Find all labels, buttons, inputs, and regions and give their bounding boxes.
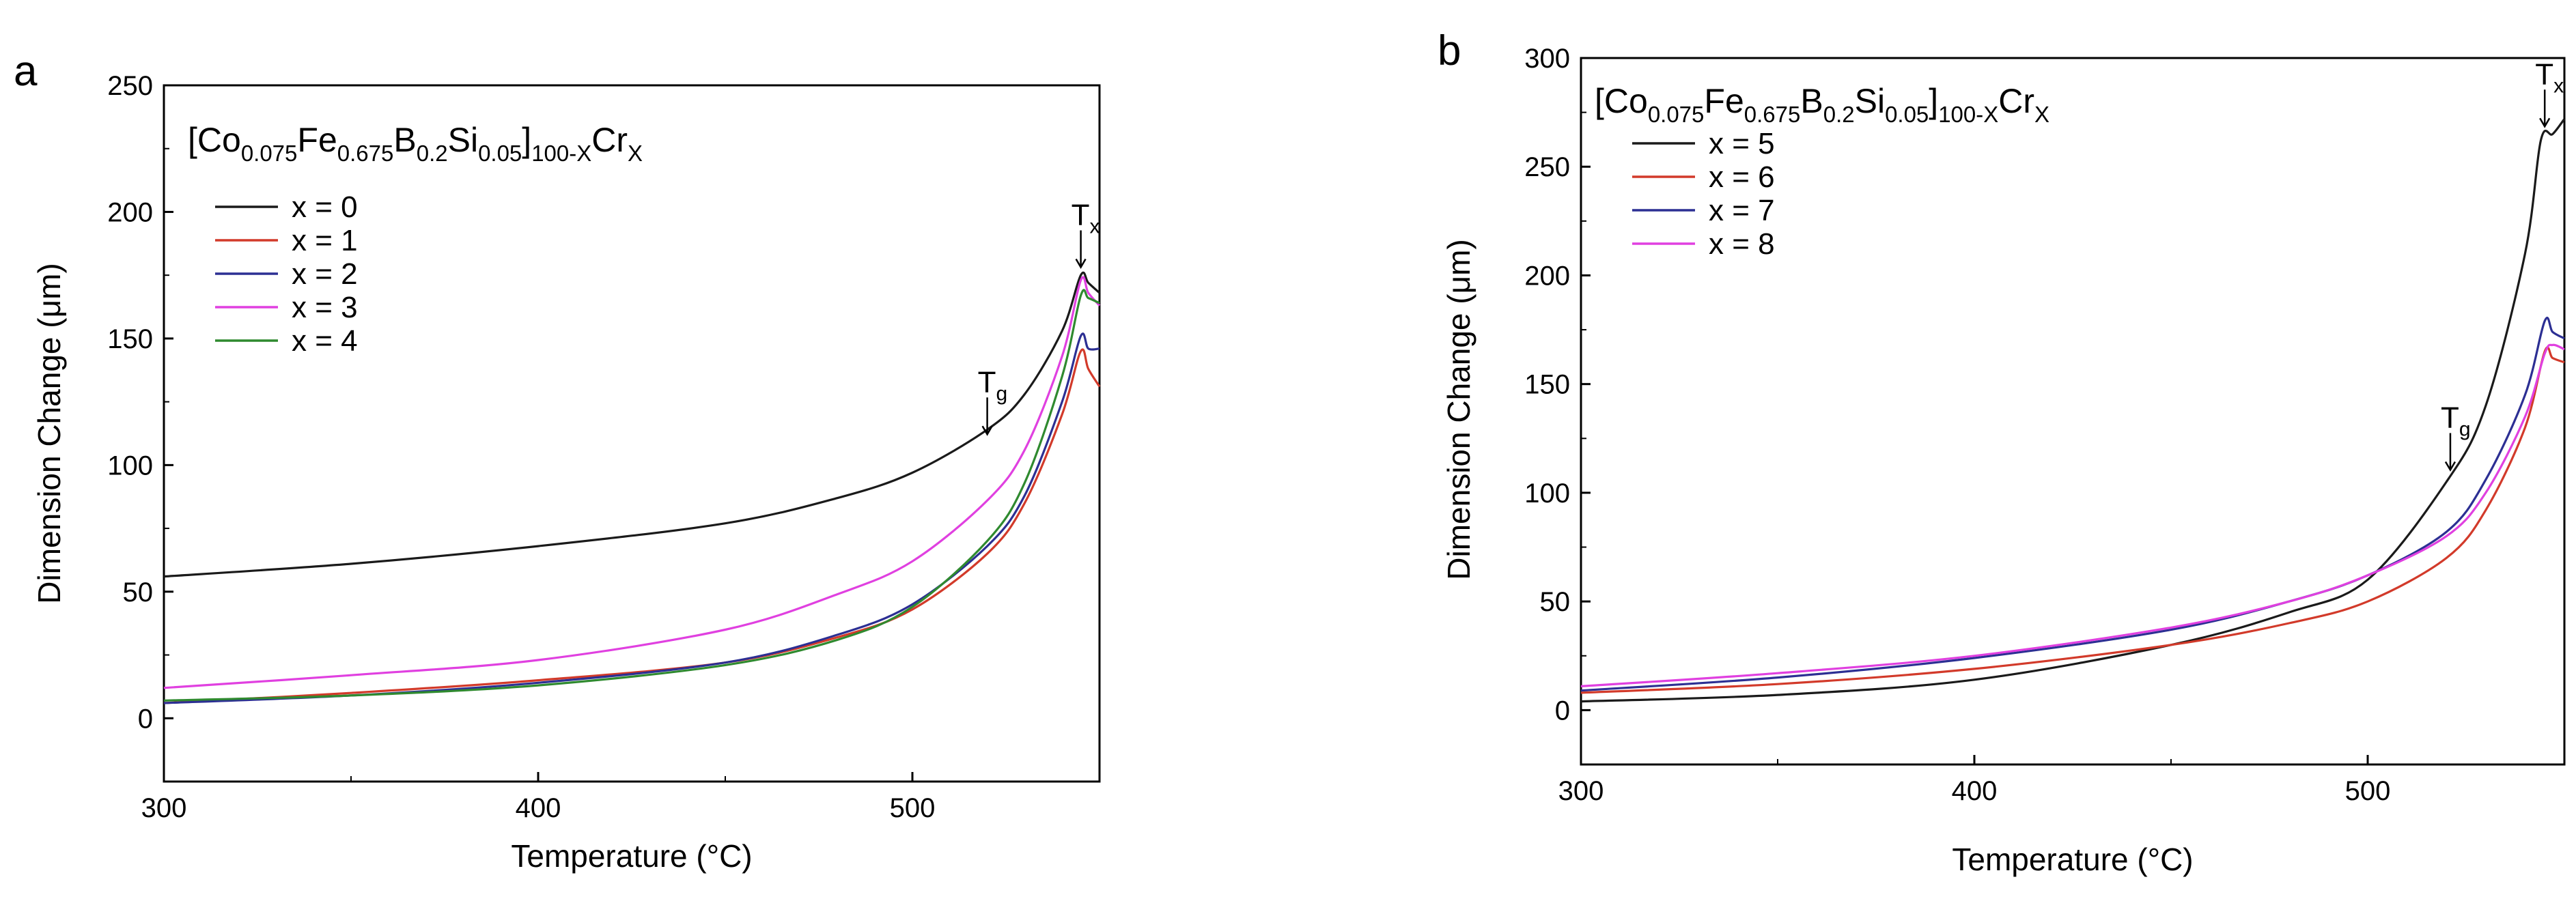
y-tick-label: 0 [1555,696,1570,726]
x-tick-label: 300 [1558,776,1604,806]
legend-b: x = 5x = 6x = 7x = 8 [1632,127,1775,261]
legend-label: x = 1 [292,224,358,257]
annotation-main: T [2441,401,2459,434]
formula-part: ] [1929,82,1938,120]
formula-part: Fe [1704,82,1744,120]
annotation-label: Tg [2441,401,2471,440]
formula-part: ] [522,121,531,159]
arrow-head-icon [981,425,993,436]
x-tick-label: 400 [1952,776,1998,806]
y-tick-label: 0 [138,704,153,734]
formula-part: Fe [297,121,337,159]
formula-subscript: 100-X [1938,102,1998,127]
x-axis-label-a: Temperature (°C) [511,838,752,874]
annotation-sub: x [1089,215,1100,238]
y-axis-label-b: Dimension Change (μm) [1441,239,1476,580]
y-tick-label: 200 [1524,261,1570,291]
y-axis-b: 0 50 100 150 200 250 300 [1524,44,1591,726]
formula-part: Cr [1998,82,2034,120]
chart-panel-a: a 300 400 500 0 50 100 150 200 250 Temperature … [14,48,1101,874]
arrow-head-icon [2539,117,2551,128]
formula-part: B [1800,82,1823,120]
y-tick-label: 100 [1524,478,1570,509]
annotation-main: T [2535,57,2553,91]
annotation-label: Tx [2535,57,2564,97]
series-group-a [163,271,1101,704]
y-axis-label-a: Dimension Change (μm) [31,263,67,603]
x-tick-label: 400 [516,793,561,823]
series-line-a-3 [163,276,1101,689]
formula-subscript: 0.05 [478,141,522,166]
formula-part: [Co [1595,82,1648,120]
composition-formula-a: [Co0.075Fe0.675B0.2Si0.05]100-XCrX [188,121,643,166]
panel-label-a: a [14,48,38,95]
series-line-a-0 [163,271,1101,578]
annotation-label: Tg [978,365,1008,405]
legend-label: x = 5 [1709,127,1775,160]
annotation-label: Tx [1072,198,1100,238]
annotation-main: T [1072,198,1090,231]
y-tick-label: 100 [107,450,153,481]
legend-label: x = 0 [292,190,358,224]
legend-label: x = 7 [1709,194,1775,227]
formula-subscript: 0.675 [337,141,394,166]
formula-subscript: 100-X [531,141,591,166]
series-line-a-4 [163,289,1100,702]
formula-subscript: 0.075 [241,141,298,166]
series-line-b-3 [1580,343,2565,687]
arrow-head-icon [1075,258,1087,269]
x-tick-label: 500 [890,793,936,823]
formula-part: Si [1855,82,1885,120]
y-tick-label: 150 [1524,370,1570,400]
x-tick-label: 500 [2345,776,2391,806]
formula-subscript: 0.05 [1885,102,1929,127]
plot-frame-a [163,84,1101,783]
x-axis-a: 300 400 500 [141,772,936,823]
series-line-b-2 [1580,317,2565,692]
legend-a: x = 0x = 1x = 2x = 3x = 4 [215,190,358,358]
formula-subscript: 0.675 [1744,102,1801,127]
formula-subscript: 0.2 [417,141,448,166]
annotation-sub: g [996,382,1007,405]
annotation-sub: x [2553,74,2564,97]
formula-subscript: X [628,141,643,166]
annotation-main: T [978,365,996,399]
legend-label: x = 6 [1709,160,1775,194]
legend-label: x = 4 [292,324,358,358]
legend-label: x = 2 [292,257,358,291]
y-tick-label: 50 [1540,587,1571,617]
y-tick-label: 250 [1524,152,1570,182]
x-axis-b: 300 400 500 [1558,755,2391,806]
legend-label: x = 8 [1709,227,1775,261]
series-group-b [1580,118,2566,703]
formula-subscript: X [2034,102,2049,127]
y-tick-label: 300 [1524,44,1570,74]
y-axis-a: 0 50 100 150 200 250 [107,71,173,734]
formula-part: B [393,121,416,159]
y-tick-label: 250 [107,71,153,101]
y-tick-label: 150 [107,324,153,354]
y-tick-label: 50 [123,577,154,607]
series-line-b-0 [1580,118,2566,703]
legend-label: x = 3 [292,291,358,324]
plot-frame-b [1580,57,2566,766]
annotation-sub: g [2459,418,2471,440]
formula-part: Si [448,121,478,159]
x-tick-label: 300 [141,793,187,823]
formula-part: [Co [188,121,241,159]
chart-panel-b: b 300 400 500 0 50 100 150 200 250 300 Temperatu… [1438,27,2566,877]
formula-part: Cr [591,121,628,159]
composition-formula-b: [Co0.075Fe0.675B0.2Si0.05]100-XCrX [1595,82,2049,127]
y-tick-label: 200 [107,197,153,227]
formula-subscript: 0.2 [1823,102,1855,127]
arrow-head-icon [2444,461,2456,472]
x-axis-label-b: Temperature (°C) [1952,842,2193,877]
panel-label-b: b [1438,27,1461,74]
series-line-b-1 [1580,346,2565,694]
formula-subscript: 0.075 [1648,102,1705,127]
